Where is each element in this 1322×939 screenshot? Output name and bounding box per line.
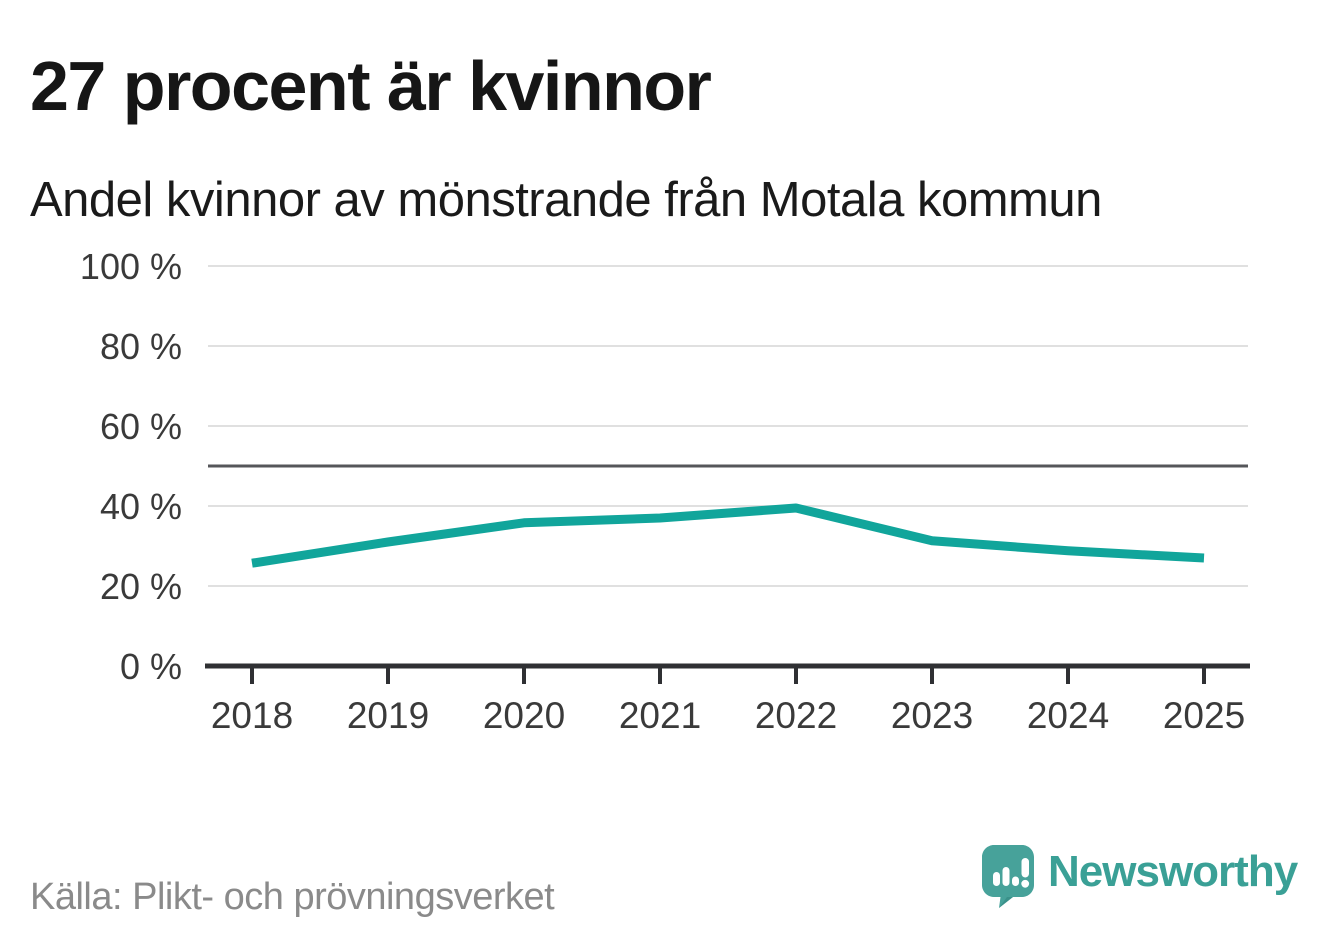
newsworthy-wordmark: Newsworthy bbox=[1048, 847, 1298, 896]
x-tick-label: 2024 bbox=[1027, 695, 1109, 736]
y-tick-label: 40 % bbox=[100, 486, 182, 527]
y-tick-label: 60 % bbox=[100, 406, 182, 447]
x-tick-label: 2021 bbox=[619, 695, 701, 736]
gridlines bbox=[208, 265, 1248, 587]
logo-bar-chart-icon bbox=[993, 858, 1030, 888]
data-line bbox=[251, 503, 1205, 568]
page-title: 27 procent är kvinnor bbox=[30, 47, 712, 125]
y-tick-label: 20 % bbox=[100, 566, 182, 607]
x-tick-label: 2022 bbox=[755, 695, 837, 736]
source-note: Källa: Plikt- och prövningsverket bbox=[30, 876, 555, 918]
logo-tail-shade bbox=[999, 897, 1013, 908]
x-tick-label: 2025 bbox=[1163, 695, 1245, 736]
x-axis-labels: 2018 2019 2020 2021 2022 2023 2024 2025 bbox=[211, 695, 1245, 736]
x-axis bbox=[205, 663, 1250, 684]
chart-subtitle: Andel kvinnor av mönstrande från Motala … bbox=[30, 173, 1102, 227]
newsworthy-logo-icon bbox=[982, 845, 1034, 908]
data-series bbox=[251, 503, 1205, 568]
x-tick-label: 2019 bbox=[347, 695, 429, 736]
y-tick-label: 100 % bbox=[80, 246, 182, 287]
x-tick-label: 2020 bbox=[483, 695, 565, 736]
x-tick-label: 2018 bbox=[211, 695, 293, 736]
y-axis-labels: 0 % 20 % 40 % 60 % 80 % 100 % bbox=[80, 246, 182, 687]
y-tick-label: 80 % bbox=[100, 326, 182, 367]
x-tick-label: 2023 bbox=[891, 695, 973, 736]
y-tick-label: 0 % bbox=[120, 646, 182, 687]
newsworthy-brand: Newsworthy bbox=[982, 845, 1298, 911]
